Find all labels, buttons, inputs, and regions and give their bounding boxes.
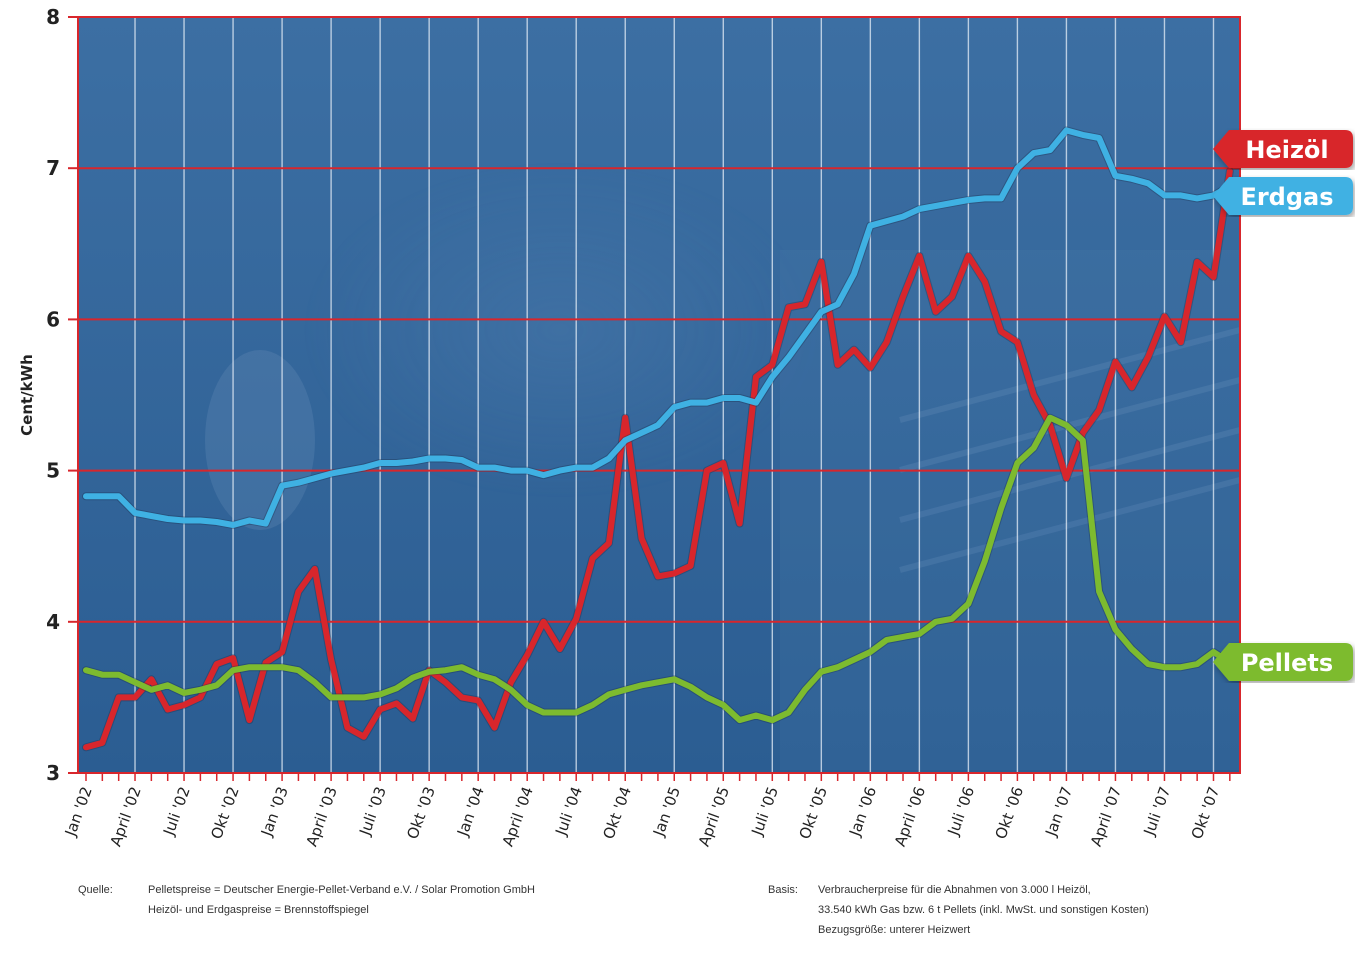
x-tick-label: Juli '07: [1140, 784, 1174, 838]
legend-tag: [1213, 130, 1353, 168]
legend-label: Pellets: [1241, 649, 1333, 677]
vertical-gridlines: [134, 17, 1215, 773]
x-tick-label: Juli '04: [552, 784, 586, 838]
x-tick-label: Okt '03: [403, 784, 439, 841]
x-tick-label: Jan '06: [845, 784, 880, 839]
x-tick-label: April '04: [499, 784, 537, 849]
series-line-Pellets: [83, 414, 1233, 724]
x-tick-label: April '06: [891, 784, 929, 849]
y-tick-label: 8: [46, 5, 60, 29]
x-tick-label: Okt '02: [207, 784, 243, 841]
legend-tag: [1213, 643, 1353, 681]
basis-note: Basis: Verbraucherpreise für die Abnahme…: [768, 880, 1348, 950]
source-line-2: Heizöl- und Erdgaspreise = Brennstoffspi…: [148, 904, 369, 916]
y-tick-label: 4: [46, 610, 60, 634]
x-tick-label: Jan '04: [453, 784, 488, 839]
legend-item-Erdgas: Erdgas: [1213, 177, 1353, 215]
x-tick-label: Jan '02: [61, 784, 96, 839]
source-note: Quelle: Pelletspreise = Deutscher Energi…: [78, 880, 758, 940]
x-tick-label: Okt '06: [992, 784, 1028, 841]
basis-line-3: Bezugsgröße: unterer Heizwert: [818, 924, 971, 936]
y-axis-label: Cent/kWh: [18, 354, 36, 436]
series-line-Erdgas: [83, 127, 1233, 528]
source-body: Pelletspreise = Deutscher Energie-Pellet…: [148, 880, 708, 920]
y-tick-label: 6: [46, 307, 60, 331]
basis-line-2: 33.540 kWh Gas bzw. 6 t Pellets (inkl. M…: [818, 904, 1149, 916]
x-axis: Jan '02 April '02 Juli '02 Okt '02 Jan '03 Ap…: [61, 773, 1231, 849]
x-tick-label: Juli '05: [748, 784, 782, 838]
x-tick-label: Okt '05: [796, 784, 832, 841]
x-tick-label: April '03: [303, 784, 341, 849]
y-axis: 3 4 5 6 7 8: [46, 5, 78, 785]
horizontal-gridlines: [78, 167, 1240, 623]
y-tick-label: 3: [46, 761, 60, 785]
x-tick-label: Juli '03: [355, 784, 389, 838]
plot-border: [77, 16, 1241, 774]
series-layer: [82, 126, 1234, 752]
x-tick-label: Juli '02: [159, 784, 193, 838]
legend-label: Heizöl: [1245, 136, 1328, 164]
series-line-Heizöl: [83, 168, 1233, 751]
legend-tag: [1213, 177, 1353, 215]
x-tick-label: Jan '05: [649, 784, 684, 839]
x-tick-label: Jan '03: [257, 784, 292, 839]
y-tick-label: 5: [46, 459, 60, 483]
background-photo: [205, 160, 1241, 770]
x-tick-label: Jan '07: [1041, 784, 1076, 839]
x-tick-label: Okt '04: [599, 784, 635, 841]
legend-item-Heizöl: Heizöl: [1213, 130, 1353, 168]
x-tick-label: April '07: [1087, 784, 1125, 849]
legend: Heizöl Erdgas Pellets: [1213, 130, 1353, 681]
source-label: Quelle:: [78, 884, 113, 896]
legend-item-Pellets: Pellets: [1213, 643, 1353, 681]
basis-label: Basis:: [768, 884, 798, 896]
x-tick-label: Juli '06: [944, 784, 978, 838]
y-tick-label: 7: [46, 156, 60, 180]
basis-body: Verbraucherpreise für die Abnahmen von 3…: [818, 880, 1355, 940]
x-tick-label: Okt '07: [1188, 784, 1224, 841]
source-line-1: Pelletspreise = Deutscher Energie-Pellet…: [148, 884, 535, 896]
legend-label: Erdgas: [1240, 183, 1333, 211]
x-tick-label: April '02: [107, 784, 145, 849]
basis-line-1: Verbraucherpreise für die Abnahmen von 3…: [818, 884, 1091, 896]
x-tick-label: April '05: [695, 784, 733, 849]
